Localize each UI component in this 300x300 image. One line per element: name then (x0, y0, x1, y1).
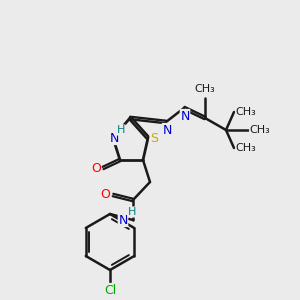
Text: CH₃: CH₃ (236, 143, 256, 153)
Text: Cl: Cl (104, 284, 116, 296)
Text: CH₃: CH₃ (236, 107, 256, 117)
Text: S: S (150, 131, 158, 145)
Text: CH₃: CH₃ (250, 125, 270, 135)
Text: N: N (118, 214, 128, 226)
Text: H: H (128, 207, 136, 217)
Text: H: H (117, 125, 125, 135)
Text: O: O (91, 161, 101, 175)
Text: CH₃: CH₃ (195, 84, 215, 94)
Text: N: N (109, 131, 119, 145)
Text: N: N (162, 124, 172, 136)
Text: N: N (180, 110, 190, 122)
Text: O: O (100, 188, 110, 202)
